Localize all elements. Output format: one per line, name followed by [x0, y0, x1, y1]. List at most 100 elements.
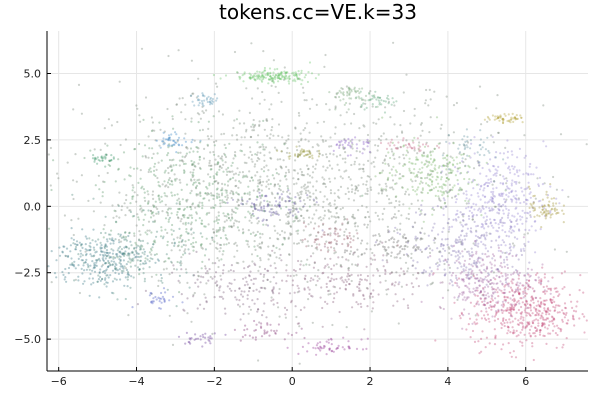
data-point — [366, 140, 369, 143]
data-point — [251, 299, 254, 302]
data-point — [347, 345, 350, 348]
data-point — [334, 95, 337, 99]
data-point — [186, 312, 189, 315]
data-point — [299, 200, 302, 203]
data-point — [431, 161, 435, 164]
data-point — [207, 223, 210, 226]
data-point — [424, 248, 427, 251]
data-point — [236, 226, 239, 229]
data-point — [250, 158, 253, 161]
data-point — [257, 75, 260, 78]
data-point — [291, 210, 294, 213]
data-point — [493, 180, 496, 183]
data-point — [445, 95, 448, 98]
data-point — [73, 279, 76, 282]
data-point — [399, 146, 402, 149]
data-point — [488, 182, 491, 185]
data-point — [419, 180, 423, 183]
data-point — [163, 171, 166, 174]
data-point — [552, 317, 556, 320]
data-point — [297, 229, 300, 232]
data-point — [511, 198, 514, 201]
data-point — [308, 107, 312, 110]
data-point — [385, 288, 388, 291]
data-point — [95, 259, 99, 262]
data-point — [262, 148, 265, 151]
data-point — [189, 205, 192, 209]
data-point — [473, 208, 476, 211]
data-point — [340, 265, 343, 268]
data-point — [206, 272, 210, 275]
data-point — [346, 275, 349, 278]
data-point — [348, 97, 351, 100]
data-point — [345, 101, 348, 105]
data-point — [529, 286, 532, 289]
data-point — [505, 251, 508, 254]
data-point — [458, 314, 461, 317]
data-point — [70, 219, 73, 222]
data-point — [336, 346, 340, 350]
data-point — [542, 334, 545, 337]
data-point — [465, 190, 468, 193]
data-point — [152, 300, 155, 303]
data-point — [426, 160, 429, 163]
data-point — [281, 75, 284, 78]
data-point — [545, 318, 548, 321]
data-point — [168, 144, 171, 147]
data-point — [137, 252, 140, 255]
data-point — [261, 241, 264, 244]
data-point — [309, 155, 312, 158]
data-point — [135, 246, 138, 249]
data-point — [525, 300, 528, 303]
data-point — [498, 235, 501, 238]
data-point — [166, 107, 169, 111]
data-point — [279, 189, 282, 192]
data-point — [245, 87, 248, 90]
data-point — [62, 273, 65, 276]
data-point — [510, 182, 513, 185]
data-point — [198, 158, 201, 161]
data-point — [306, 153, 309, 156]
data-point — [497, 310, 500, 313]
data-point — [111, 263, 114, 266]
data-point — [284, 71, 287, 74]
data-point — [473, 340, 477, 343]
data-point — [161, 200, 164, 203]
data-point — [77, 279, 80, 282]
data-point — [303, 187, 306, 190]
data-point — [459, 211, 462, 214]
data-point — [549, 211, 552, 214]
data-point — [196, 146, 199, 149]
data-point — [480, 123, 483, 126]
data-point — [190, 337, 193, 340]
data-point — [453, 296, 456, 299]
data-point — [270, 129, 273, 132]
data-point — [535, 311, 539, 314]
data-point — [384, 279, 387, 282]
data-point — [501, 121, 505, 124]
data-point — [292, 169, 295, 172]
data-point — [80, 174, 83, 177]
data-point — [428, 266, 432, 269]
data-point — [274, 212, 277, 215]
data-point — [360, 105, 363, 108]
data-point — [469, 268, 472, 271]
data-point — [527, 288, 530, 291]
data-point — [150, 275, 153, 278]
data-point — [342, 98, 345, 101]
data-point — [359, 273, 362, 277]
data-point — [330, 215, 333, 218]
data-point — [425, 182, 428, 185]
data-point — [537, 200, 541, 203]
data-point — [191, 138, 194, 141]
data-point — [439, 260, 442, 263]
data-point — [348, 347, 351, 350]
data-point — [292, 73, 295, 76]
data-point — [405, 149, 409, 152]
data-point — [273, 262, 276, 265]
data-point — [226, 194, 229, 197]
data-point — [123, 252, 126, 255]
data-point — [278, 292, 281, 295]
data-point — [478, 291, 481, 295]
data-point — [502, 212, 505, 215]
